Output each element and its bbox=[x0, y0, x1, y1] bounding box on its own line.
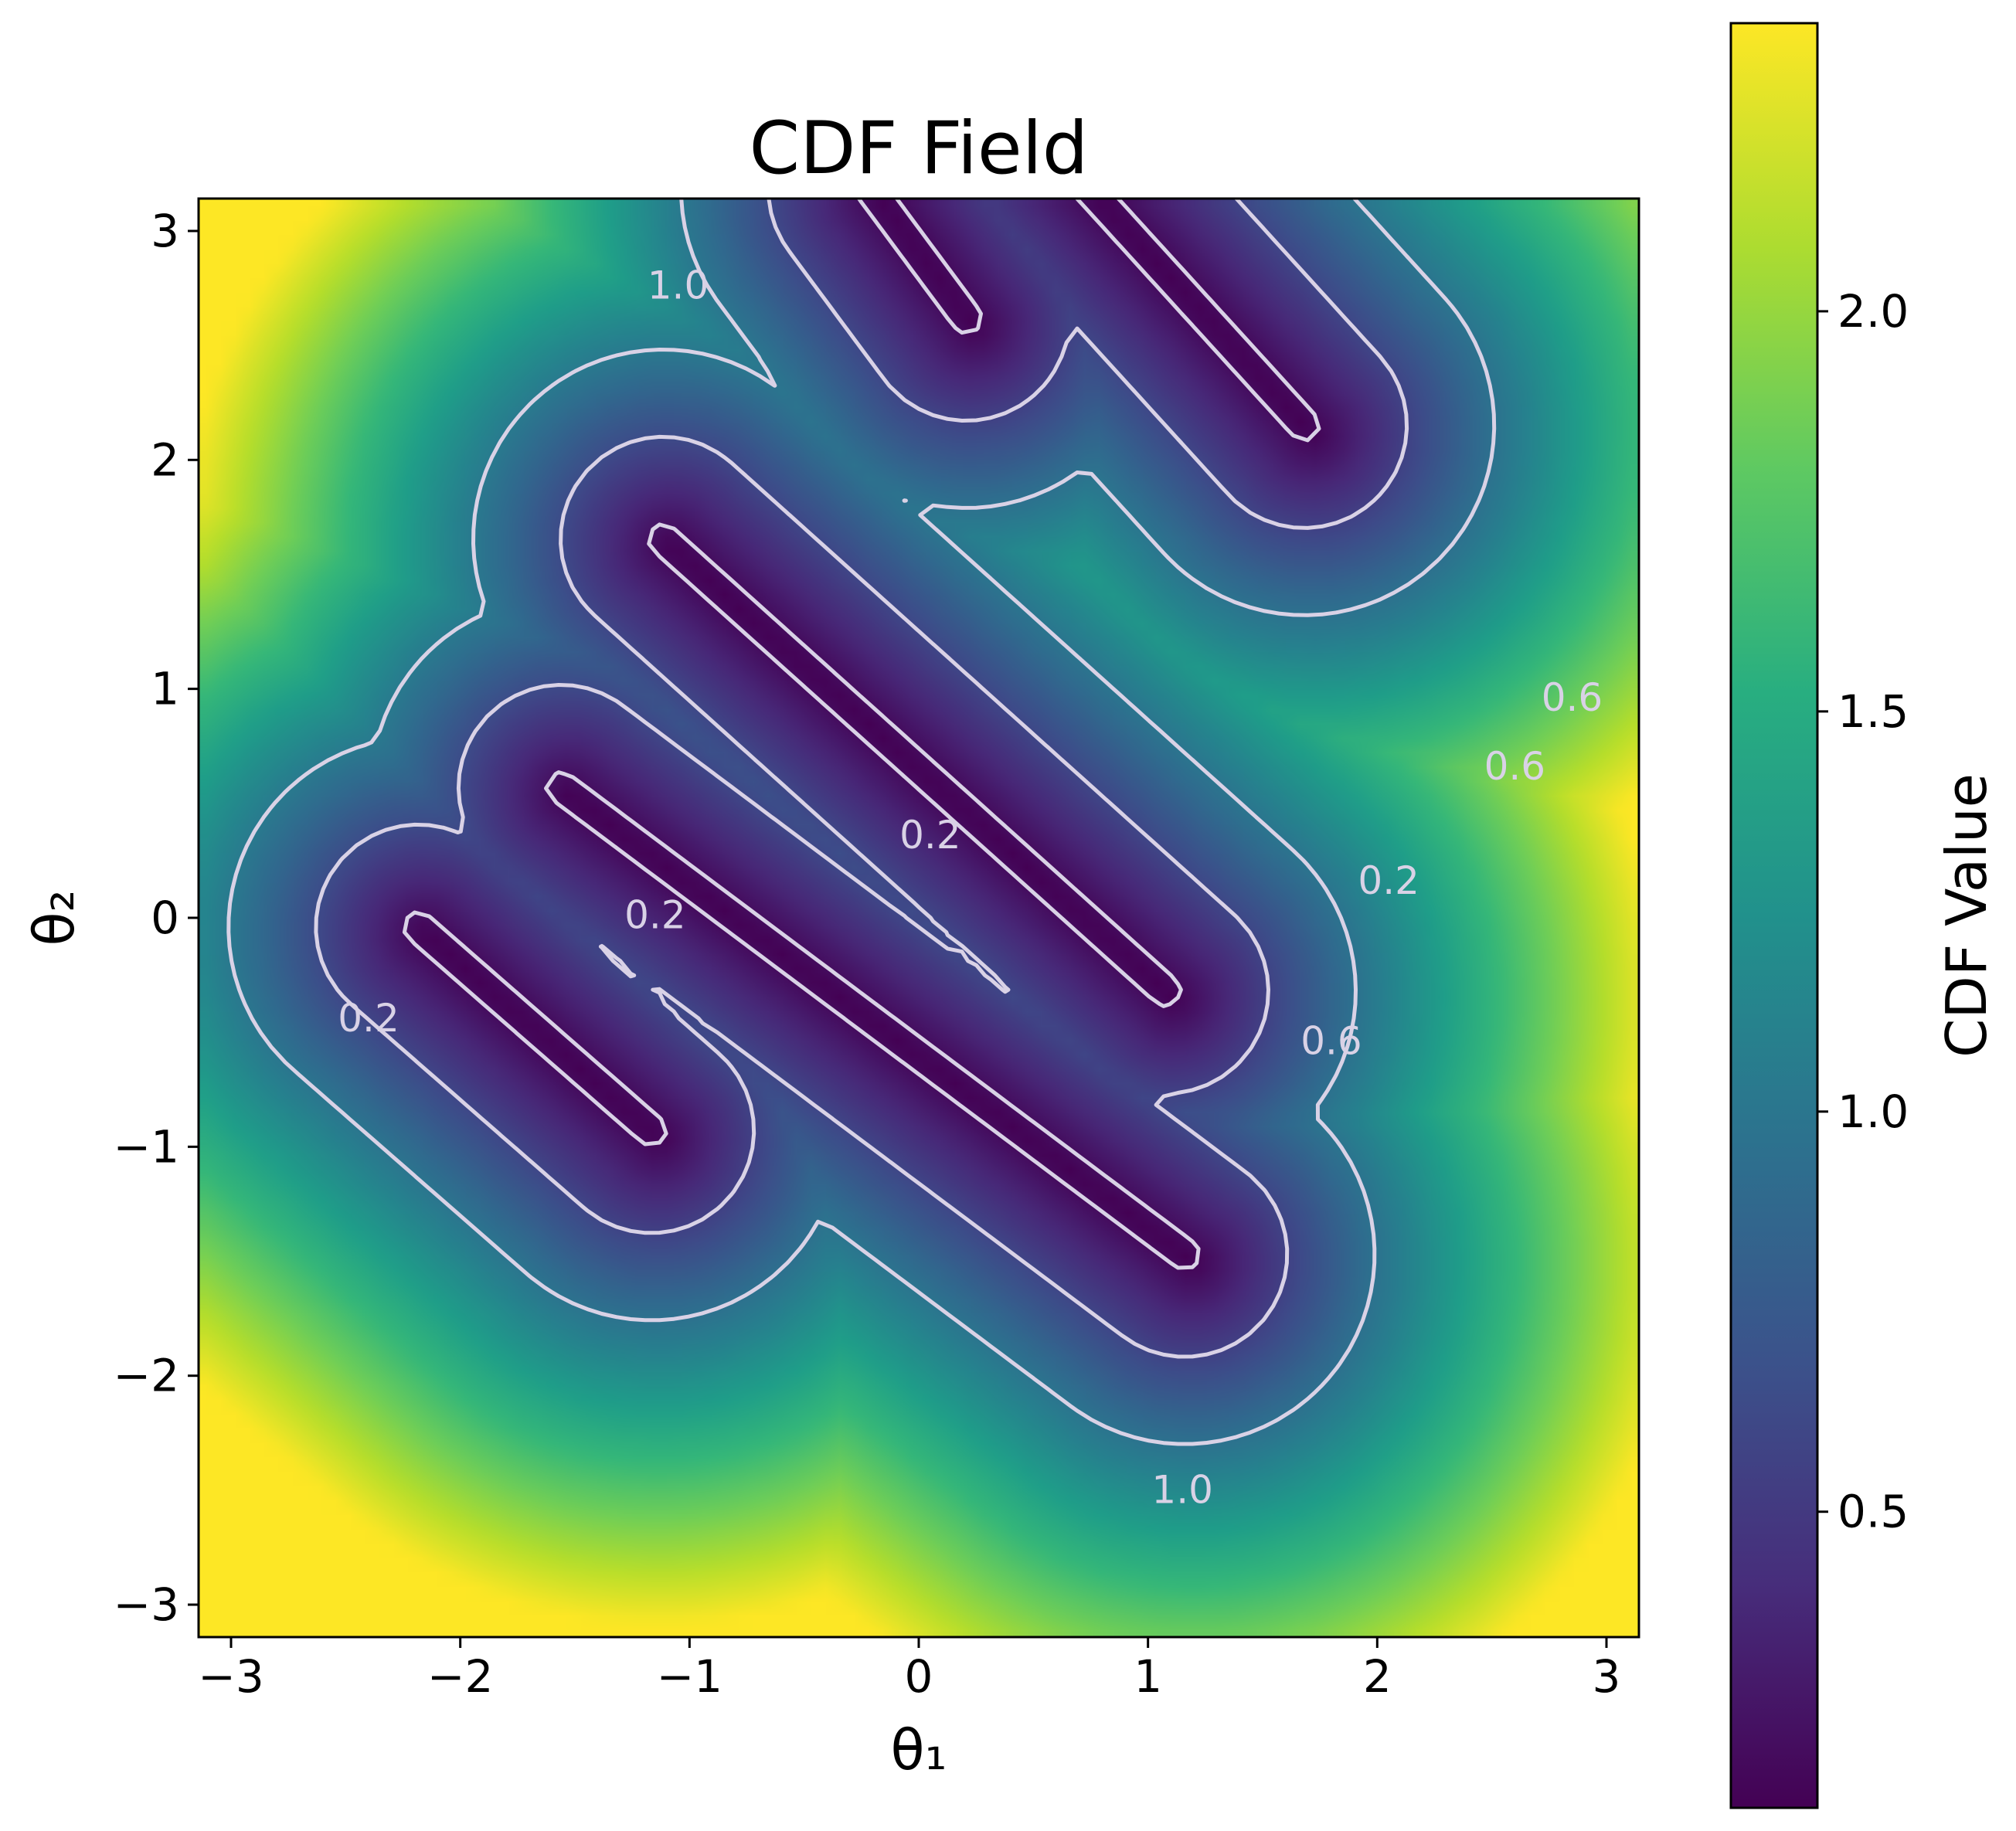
contour-label: 0.6 bbox=[1542, 675, 1603, 720]
contour-label: 1.0 bbox=[1151, 1467, 1213, 1512]
colorbar-tick-label: 1.0 bbox=[1838, 1085, 1909, 1138]
colorbar: 0.5 1.0 1.5 2.0 CDF Value bbox=[1729, 22, 1999, 1809]
x-tick-label: −3 bbox=[198, 1650, 264, 1703]
x-tick-label: 0 bbox=[905, 1650, 933, 1703]
colorbar-tick-label: 2.0 bbox=[1838, 285, 1909, 338]
colorbar-tick-label: 0.5 bbox=[1838, 1486, 1909, 1538]
contour-line-1 bbox=[226, 199, 1497, 1446]
colorbar-ticks: 0.5 1.0 1.5 2.0 bbox=[1817, 285, 1909, 1538]
heatmap-area bbox=[199, 199, 1639, 1637]
heatmap-image bbox=[199, 199, 1639, 1637]
colorbar-tick-label: 1.5 bbox=[1838, 685, 1909, 738]
contour-line-0-6 bbox=[314, 199, 1409, 1359]
contour-label: 0.6 bbox=[1484, 744, 1546, 789]
contour-label: 0.6 bbox=[1300, 1018, 1362, 1063]
y-axis-ticks: −3 −2 −1 0 1 2 3 bbox=[114, 205, 199, 1631]
x-axis-ticks: −3 −2 −1 0 1 2 3 bbox=[198, 1637, 1620, 1703]
x-tick-label: 1 bbox=[1134, 1650, 1162, 1703]
x-tick-label: −1 bbox=[657, 1650, 723, 1703]
contour-label: 0.2 bbox=[338, 996, 399, 1041]
y-tick-label: 3 bbox=[151, 205, 179, 257]
y-tick-label: 2 bbox=[151, 433, 179, 486]
colorbar-label: CDF Value bbox=[1934, 773, 1999, 1058]
x-axis-label: θ₁ bbox=[891, 1717, 947, 1782]
y-tick-label: −1 bbox=[114, 1120, 180, 1173]
contour-label: 0.2 bbox=[624, 893, 686, 938]
contour-label: 0.2 bbox=[1358, 858, 1419, 903]
contour-label: 0.2 bbox=[899, 813, 961, 858]
y-tick-label: 1 bbox=[151, 663, 179, 715]
y-axis-label: θ₂ bbox=[22, 890, 87, 946]
x-tick-label: −2 bbox=[427, 1650, 494, 1703]
contour-lines bbox=[226, 199, 1497, 1446]
y-tick-label: −3 bbox=[114, 1578, 180, 1631]
contour-labels: 1.0 1.0 0.2 0.2 0.2 0.2 0.6 0.6 0.6 bbox=[338, 263, 1603, 1513]
x-tick-label: 2 bbox=[1363, 1650, 1392, 1703]
chart-title: CDF Field bbox=[750, 107, 1089, 191]
contour-label: 1.0 bbox=[648, 263, 709, 308]
contour-line-0-2 bbox=[402, 199, 1321, 1270]
y-tick-label: 0 bbox=[151, 892, 179, 944]
x-tick-label: 3 bbox=[1593, 1650, 1621, 1703]
y-tick-label: −2 bbox=[114, 1350, 180, 1402]
colorbar-gradient bbox=[1729, 22, 1819, 1809]
